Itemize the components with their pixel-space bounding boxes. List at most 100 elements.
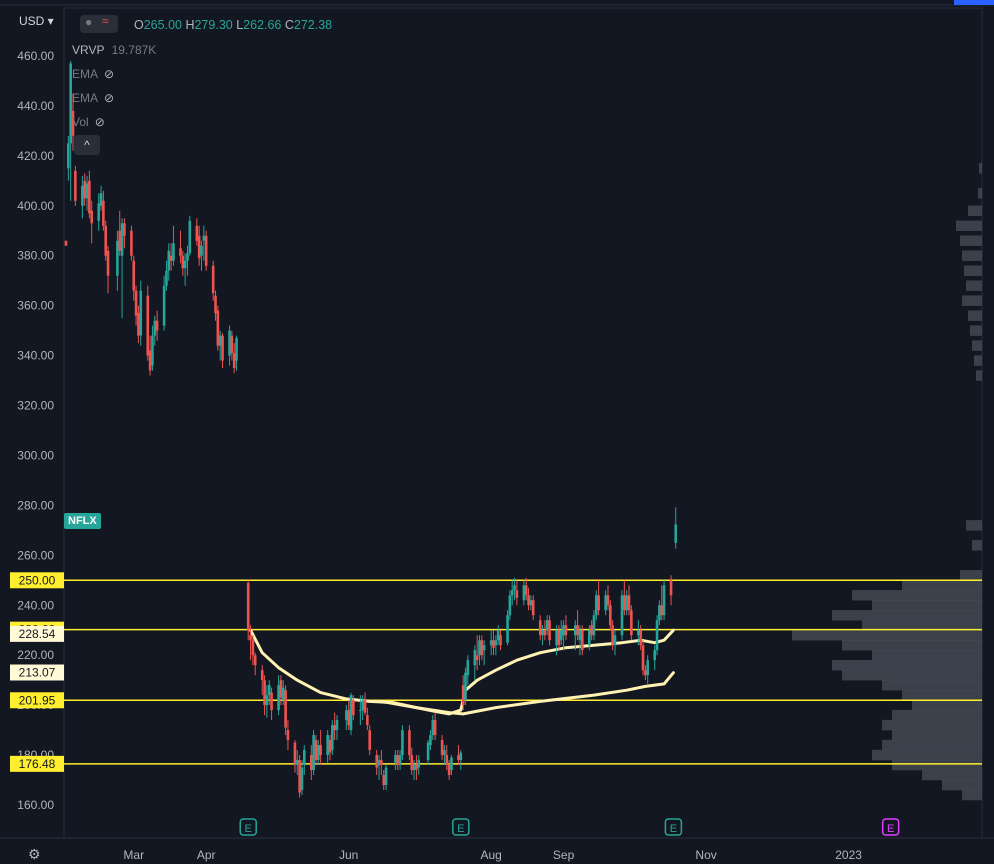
candle-body[interactable] <box>394 755 397 763</box>
candle-body[interactable] <box>644 670 647 676</box>
candle-body[interactable] <box>630 610 633 636</box>
collapse-legend-button[interactable]: ^ <box>74 135 100 155</box>
candle-body[interactable] <box>513 585 516 591</box>
candle-body[interactable] <box>510 590 514 596</box>
candle-body[interactable] <box>349 695 353 731</box>
candle-body[interactable] <box>531 600 535 616</box>
candle-body[interactable] <box>529 600 533 606</box>
candle-body[interactable] <box>186 253 189 261</box>
candle-body[interactable] <box>200 245 203 256</box>
candle-body[interactable] <box>130 230 133 256</box>
candle-body[interactable] <box>83 180 86 199</box>
candle-body[interactable] <box>195 225 199 241</box>
indicator-vol[interactable]: Vol ⊘ <box>72 115 105 129</box>
candle-body[interactable] <box>253 655 257 666</box>
candle-body[interactable] <box>368 730 371 751</box>
candle-body[interactable] <box>319 745 322 756</box>
candle-body[interactable] <box>538 620 542 636</box>
candle-body[interactable] <box>345 710 348 721</box>
candle-body[interactable] <box>249 635 252 641</box>
candle-body[interactable] <box>623 595 626 611</box>
candle-body[interactable] <box>81 185 84 206</box>
candle-body[interactable] <box>251 640 255 656</box>
candle-body[interactable] <box>179 248 182 256</box>
candle-body[interactable] <box>625 595 628 611</box>
currency-selector[interactable]: USD ▾ <box>19 14 54 28</box>
candle-body[interactable] <box>592 615 596 636</box>
candle-body[interactable] <box>352 700 355 716</box>
candle-body[interactable] <box>333 725 336 731</box>
candle-body[interactable] <box>214 295 217 314</box>
candle-body[interactable] <box>508 595 512 616</box>
candle-body[interactable] <box>295 760 299 766</box>
candle-body[interactable] <box>71 110 75 136</box>
candle-body[interactable] <box>494 640 498 646</box>
candle-body[interactable] <box>548 620 551 641</box>
candle-body[interactable] <box>573 625 577 636</box>
candle-body[interactable] <box>590 625 593 636</box>
candle-body[interactable] <box>464 672 467 701</box>
candle-body[interactable] <box>653 650 657 661</box>
candle-body[interactable] <box>443 750 446 756</box>
candle-body[interactable] <box>489 640 493 646</box>
candle-body[interactable] <box>445 755 449 766</box>
candle-body[interactable] <box>382 775 386 786</box>
candle-body[interactable] <box>545 620 549 631</box>
candle-body[interactable] <box>366 715 369 726</box>
candle-body[interactable] <box>309 755 313 771</box>
candle-body[interactable] <box>480 640 484 656</box>
candle-body[interactable] <box>331 725 334 751</box>
candle-body[interactable] <box>627 595 631 611</box>
candle-body[interactable] <box>137 313 140 336</box>
candle-body[interactable] <box>658 605 661 621</box>
candle-body[interactable] <box>450 757 453 771</box>
candle-body[interactable] <box>270 692 273 711</box>
candle-body[interactable] <box>557 630 561 646</box>
candle-body[interactable] <box>281 687 285 701</box>
candle-body[interactable] <box>461 685 465 706</box>
candle-body[interactable] <box>202 235 206 241</box>
candle-body[interactable] <box>660 605 664 616</box>
candle-body[interactable] <box>265 695 269 706</box>
candle-body[interactable] <box>559 630 563 641</box>
eye-hidden-icon[interactable]: ⊘ <box>104 67 115 81</box>
candle-body[interactable] <box>587 630 591 646</box>
candle-body[interactable] <box>396 755 400 766</box>
candle-body[interactable] <box>102 200 105 226</box>
candle-body[interactable] <box>384 767 388 786</box>
candle-body[interactable] <box>197 235 201 259</box>
candle-body[interactable] <box>298 760 301 793</box>
candle-body[interactable] <box>478 640 481 656</box>
candle-body[interactable] <box>151 335 154 366</box>
candle-body[interactable] <box>398 755 402 766</box>
candle-body[interactable] <box>155 320 159 331</box>
candle-body[interactable] <box>669 580 673 596</box>
candle-body[interactable] <box>221 335 224 361</box>
candle-body[interactable] <box>211 265 215 294</box>
candle-body[interactable] <box>64 240 68 246</box>
candle-body[interactable] <box>431 720 435 736</box>
candle-body[interactable] <box>134 290 138 316</box>
candle-body[interactable] <box>597 595 600 611</box>
candle-body[interactable] <box>146 295 150 356</box>
candle-body[interactable] <box>613 635 617 646</box>
candle-body[interactable] <box>235 338 238 361</box>
candle-body[interactable] <box>118 230 122 251</box>
candle-body[interactable] <box>67 143 70 169</box>
candle-body[interactable] <box>148 350 152 371</box>
candle-body[interactable] <box>417 760 421 768</box>
earnings-marker[interactable] <box>664 818 683 836</box>
candle-body[interactable] <box>85 183 89 199</box>
candle-body[interactable] <box>576 625 579 636</box>
candle-body[interactable] <box>167 250 171 271</box>
candle-body[interactable] <box>97 203 101 221</box>
candle-body[interactable] <box>169 255 173 261</box>
candle-body[interactable] <box>578 630 582 641</box>
candle-body[interactable] <box>639 630 642 646</box>
candle-body[interactable] <box>284 690 287 728</box>
candle-body[interactable] <box>655 620 659 651</box>
candle-body[interactable] <box>377 760 381 766</box>
candle-body[interactable] <box>496 630 500 641</box>
candle-body[interactable] <box>74 170 77 201</box>
candle-body[interactable] <box>139 290 143 336</box>
